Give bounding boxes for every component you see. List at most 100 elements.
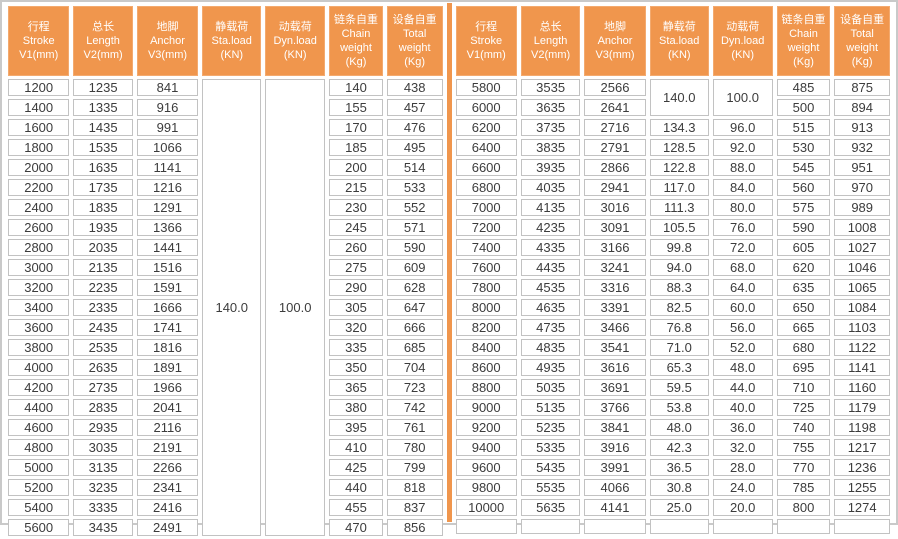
column-header: 链条自重 Chain weight (Kg) — [329, 6, 383, 76]
table-cell: 5000 — [8, 459, 70, 476]
column-header-line: 设备自重 — [392, 14, 437, 26]
table-cell: 122.8 — [649, 159, 709, 176]
table-row: 9000 5135 3766 53.8 40.0 725 1179 — [455, 399, 890, 416]
table-cell: 117.0 — [649, 179, 709, 196]
table-cell: 2635 — [73, 359, 133, 376]
table-cell: 666 — [386, 319, 443, 336]
table-row: 6200 3735 2716 134.3 96.0 515 913 — [455, 119, 890, 136]
table-row: 2400 1835 1291 230 552 — [8, 199, 443, 216]
column-header-line: 地脚 — [156, 21, 179, 33]
column-header-line: (KN) — [731, 49, 754, 61]
table-cell: 36.0 — [712, 419, 773, 436]
table-cell: 5235 — [520, 419, 581, 436]
table-row: 8600 4935 3616 65.3 48.0 695 1141 — [455, 359, 890, 376]
table-cell: 3235 — [73, 479, 133, 496]
table-row: 9200 5235 3841 48.0 36.0 740 1198 — [455, 419, 890, 436]
table-cell: 4635 — [520, 299, 581, 316]
table-cell: 530 — [776, 139, 831, 156]
table-cell: 3535 — [520, 79, 581, 96]
table-cell: 3335 — [73, 499, 133, 516]
table-cell: 1066 — [136, 139, 199, 156]
table-cell: 3916 — [584, 439, 646, 456]
table-cell: 3091 — [584, 219, 646, 236]
column-header-line: 静载荷 — [662, 21, 696, 33]
table-cell: 991 — [136, 119, 199, 136]
table-cell: 3400 — [8, 299, 70, 316]
table-row: 9600 5435 3991 36.5 28.0 770 1236 — [455, 459, 890, 476]
table-cell: 140.0 — [649, 79, 709, 116]
table-cell: 2791 — [584, 139, 646, 156]
table-row: 4200 2735 1966 365 723 — [8, 379, 443, 396]
table-cell: 2735 — [73, 379, 133, 396]
table-row: 2000 1635 1141 200 514 — [8, 159, 443, 176]
table-row: 2600 1935 1366 245 571 — [8, 219, 443, 236]
table-cell: 320 — [329, 319, 383, 336]
table-cell: 515 — [776, 119, 831, 136]
table-cell: 170 — [329, 119, 383, 136]
table-cell: 628 — [386, 279, 443, 296]
table-cell: 8000 — [455, 299, 517, 316]
table-cell: 44.0 — [712, 379, 773, 396]
table-cell: 105.5 — [649, 219, 709, 236]
table-cell: 140.0 — [202, 79, 262, 536]
table-cell: 5135 — [520, 399, 581, 416]
table-row — [455, 519, 890, 534]
table-cell: 8800 — [455, 379, 517, 396]
table-cell: 1535 — [73, 139, 133, 156]
column-header-line: Sta.load — [211, 35, 252, 47]
table-cell: 685 — [386, 339, 443, 356]
table-cell: 3991 — [584, 459, 646, 476]
table-cell: 647 — [386, 299, 443, 316]
table-row: 7800 4535 3316 88.3 64.0 635 1065 — [455, 279, 890, 296]
table-cell: 1160 — [834, 379, 890, 396]
table-cell: 30.8 — [649, 479, 709, 496]
table-cell: 395 — [329, 419, 383, 436]
table-cell: 680 — [776, 339, 831, 356]
table-cell: 3616 — [584, 359, 646, 376]
table-cell: 1600 — [8, 119, 70, 136]
table-cell: 410 — [329, 439, 383, 456]
column-header-line: Anchor — [597, 35, 633, 47]
table-cell: 3316 — [584, 279, 646, 296]
table-cell: 710 — [776, 379, 831, 396]
table-row: 3400 2335 1666 305 647 — [8, 299, 443, 316]
table-cell: 3766 — [584, 399, 646, 416]
table-cell: 3200 — [8, 279, 70, 296]
table-cell: 2535 — [73, 339, 133, 356]
column-header: 行程 Stroke V1(mm) — [455, 6, 517, 76]
table-cell: 2600 — [8, 219, 70, 236]
table-cell: 52.0 — [712, 339, 773, 356]
table-cell: 1741 — [136, 319, 199, 336]
column-header-line: 静载荷 — [215, 21, 249, 33]
column-header-line: (Kg) — [793, 56, 814, 68]
table-cell: 1198 — [834, 419, 890, 436]
table-cell: 5535 — [520, 479, 581, 496]
table-cell: 1255 — [834, 479, 890, 496]
table-cell: 665 — [776, 319, 831, 336]
table-cell: 1179 — [834, 399, 890, 416]
table-cell: 2035 — [73, 239, 133, 256]
table-cell: 485 — [776, 79, 831, 96]
table-cell: 837 — [386, 499, 443, 516]
table-cell: 4800 — [8, 439, 70, 456]
table-row: 4400 2835 2041 380 742 — [8, 399, 443, 416]
column-header: 总长 Length V2(mm) — [520, 6, 581, 76]
table-cell: 2835 — [73, 399, 133, 416]
table-cell: 1046 — [834, 259, 890, 276]
table-cell: 48.0 — [712, 359, 773, 376]
table-cell: 65.3 — [649, 359, 709, 376]
table-cell: 6000 — [455, 99, 517, 116]
table-cell: 2716 — [584, 119, 646, 136]
table-cell: 913 — [834, 119, 890, 136]
column-header-line: 链条自重 — [781, 14, 826, 26]
table-cell: 6200 — [455, 119, 517, 136]
table-cell: 3016 — [584, 199, 646, 216]
table-row: 1800 1535 1066 185 495 — [8, 139, 443, 156]
table-cell: 4335 — [520, 239, 581, 256]
column-header-line: V3(mm) — [595, 49, 635, 61]
column-header-line: (KN) — [283, 49, 307, 61]
column-header: 行程 Stroke V1(mm) — [8, 6, 70, 76]
column-header-line: weight — [787, 42, 820, 54]
column-header-line: Total — [850, 28, 874, 40]
